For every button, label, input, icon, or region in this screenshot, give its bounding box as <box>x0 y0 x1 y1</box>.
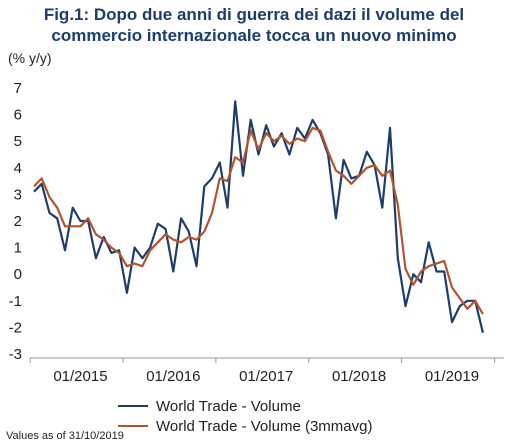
legend-item-3mmavg: World Trade - Volume (3mmavg) <box>118 416 372 436</box>
y-tick-label: 3 <box>14 186 22 203</box>
series-line-3mmavg <box>33 126 484 315</box>
legend-item-volume: World Trade - Volume <box>118 396 372 416</box>
y-tick-label: -1 <box>9 293 22 310</box>
y-tick-label: 4 <box>14 160 22 177</box>
x-tick-label: 01/2018 <box>332 368 386 385</box>
y-axis-unit-label: (% y/y) <box>8 50 52 66</box>
chart-title: Fig.1: Dopo due anni di guerra dei dazi … <box>0 4 508 46</box>
y-tick-label: 0 <box>14 266 22 283</box>
chart-title-line-1: Fig.1: Dopo due anni di guerra dei dazi … <box>43 5 465 24</box>
legend: World Trade - Volume World Trade - Volum… <box>118 396 372 436</box>
chart-title-line-2: commercio internazionale tocca un nuovo … <box>51 26 457 45</box>
y-tick-label: 1 <box>14 240 22 257</box>
x-tick-label: 01/2016 <box>146 368 200 385</box>
y-tick-label: 5 <box>14 133 22 150</box>
legend-swatch-3mmavg <box>118 425 148 427</box>
y-tick-label: -3 <box>9 346 22 363</box>
x-tick-label: 01/2019 <box>425 368 479 385</box>
x-tick-label: 01/2015 <box>53 368 107 385</box>
legend-swatch-volume <box>118 405 148 407</box>
legend-label-volume: World Trade - Volume <box>156 397 301 415</box>
y-tick-label: 6 <box>14 107 22 124</box>
series-line-volume <box>33 100 484 333</box>
y-tick-label: 2 <box>14 213 22 230</box>
legend-label-3mmavg: World Trade - Volume (3mmavg) <box>156 417 373 435</box>
x-tick-label: 01/2017 <box>239 368 293 385</box>
footnote: Values as of 31/10/2019 <box>6 430 124 442</box>
y-tick-label: 7 <box>14 80 22 97</box>
y-tick-label: -2 <box>9 319 22 336</box>
